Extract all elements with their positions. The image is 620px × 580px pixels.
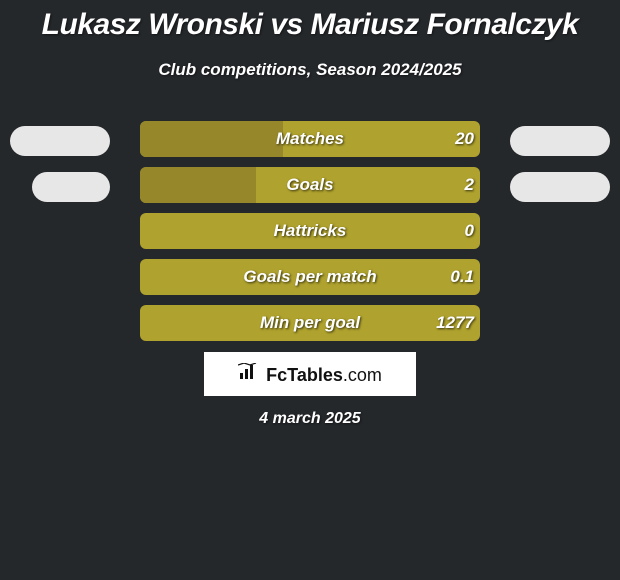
- left-pill: [10, 126, 110, 156]
- stat-row: Matches20: [0, 118, 620, 164]
- right-pill: [510, 172, 610, 202]
- left-pill: [32, 172, 110, 202]
- stat-bar-fill: [140, 167, 256, 203]
- brand-badge[interactable]: FcTables.com: [204, 352, 416, 396]
- stat-row: Goals2: [0, 164, 620, 210]
- bar-chart-icon: [238, 363, 260, 386]
- stat-row: Min per goal1277: [0, 302, 620, 348]
- stat-row: Goals per match0.1: [0, 256, 620, 302]
- brand-text: FcTables.com: [266, 365, 382, 386]
- stat-rows: Matches20Goals2Hattricks0Goals per match…: [0, 118, 620, 348]
- stat-bar-fill: [140, 121, 283, 157]
- stat-bar: [140, 121, 480, 157]
- right-pill: [510, 126, 610, 156]
- stat-bar: [140, 259, 480, 295]
- card-subtitle: Club competitions, Season 2024/2025: [0, 60, 620, 80]
- card-title: Lukasz Wronski vs Mariusz Fornalczyk: [0, 0, 620, 42]
- card-date: 4 march 2025: [0, 410, 620, 428]
- stat-bar: [140, 305, 480, 341]
- stat-bar: [140, 167, 480, 203]
- stats-card: Lukasz Wronski vs Mariusz Fornalczyk Clu…: [0, 0, 620, 580]
- stat-row: Hattricks0: [0, 210, 620, 256]
- stat-bar: [140, 213, 480, 249]
